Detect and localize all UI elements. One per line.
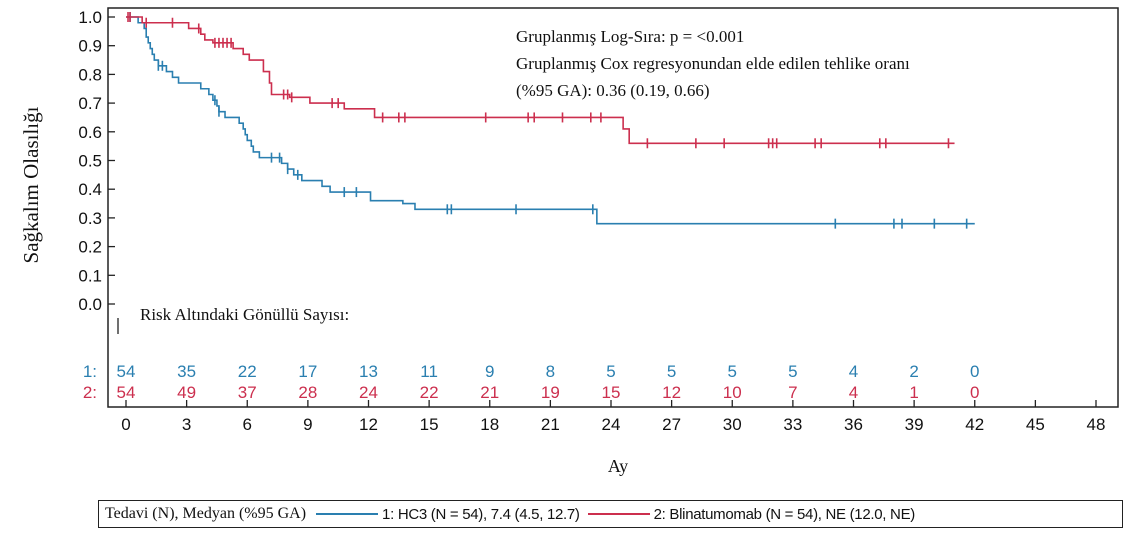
legend-swatch-hc3 [316, 513, 379, 515]
y-tick-label: 1.0 [78, 8, 102, 27]
risk-count: 24 [359, 383, 378, 402]
plot-frame-group [107, 7, 1119, 408]
risk-count: 5 [667, 362, 676, 381]
y-tick-label: 0.0 [78, 295, 102, 314]
legend-label-blinatumomab: 2: Blinatumomab (N = 54), NE (12.0, NE) [653, 505, 916, 523]
risk-count: 37 [238, 383, 257, 402]
x-tick-label: 48 [1087, 415, 1106, 434]
risk-count: 13 [359, 362, 378, 381]
plot-frame [107, 7, 1119, 408]
x-tick-label: 12 [359, 415, 378, 434]
x-axis-label: Ay [608, 456, 628, 476]
x-tick-label: 36 [844, 415, 863, 434]
risk-count: 35 [177, 362, 196, 381]
risk-count: 54 [117, 362, 136, 381]
annotation-line: Gruplanmış Cox regresyonundan elde edile… [516, 54, 910, 73]
y-tick-label: 0.5 [78, 152, 102, 171]
risk-count: 12 [662, 383, 681, 402]
risk-table-title: Risk Altındaki Gönüllü Sayısı: [140, 305, 349, 324]
risk-count: 11 [420, 362, 438, 381]
risk-count: 0 [970, 362, 979, 381]
x-tick-label: 33 [783, 415, 802, 434]
x-tick-label: 27 [662, 415, 681, 434]
annotation-line: Gruplanmış Log-Sıra: p = <0.001 [516, 27, 744, 46]
x-tick-label: 6 [243, 415, 252, 434]
risk-count: 8 [546, 362, 555, 381]
legend-item-blinatumomab: 2: Blinatumomab (N = 54), NE (12.0, NE) [587, 505, 916, 523]
y-tick-label: 0.6 [78, 123, 102, 142]
y-tick-label: 0.7 [78, 94, 102, 113]
risk-count: 5 [606, 362, 615, 381]
risk-count: 9 [485, 362, 494, 381]
x-tick-label: 0 [121, 415, 130, 434]
risk-count: 22 [420, 383, 439, 402]
y-tick-label: 0.3 [78, 209, 102, 228]
y-axis-label: Sağkalım Olasılığı [19, 106, 43, 263]
annotation-group: Gruplanmış Log-Sıra: p = <0.001 Gruplanmı… [516, 27, 910, 100]
risk-count: 10 [723, 383, 742, 402]
legend-swatch-blinatumomab [587, 513, 650, 515]
risk-table: Risk Altındaki Gönüllü Sayısı:1: 54 35 22 17… [83, 305, 980, 402]
y-tick-label: 0.4 [78, 180, 102, 199]
y-tick-label: 0.8 [78, 65, 102, 84]
x-tick-label: 15 [420, 415, 439, 434]
y-tick-label: 0.1 [78, 266, 102, 285]
risk-count: 2 [909, 362, 918, 381]
x-axis: 0 3 6 9 12 15 18 21 24 27 30 33 36 39 42 45 48 [121, 400, 1105, 434]
risk-count: 7 [788, 383, 797, 402]
x-tick-label: 42 [965, 415, 984, 434]
risk-count: 22 [238, 362, 257, 381]
x-tick-label: 3 [182, 415, 191, 434]
x-tick-label: 45 [1026, 415, 1045, 434]
y-tick-label: 0.2 [78, 238, 102, 257]
risk-count: 15 [602, 383, 621, 402]
legend-title: Tedavi (N), Medyan (%95 GA) [105, 505, 307, 522]
risk-count: 5 [788, 362, 797, 381]
y-tick-label: 0.9 [78, 37, 102, 56]
legend: Tedavi (N), Medyan (%95 GA) 1: HC3 (N = … [98, 500, 1123, 528]
risk-count: 19 [541, 383, 560, 402]
risk-count: 4 [849, 383, 858, 402]
legend-label-hc3: 1: HC3 (N = 54), 7.4 (4.5, 12.7) [382, 505, 580, 523]
risk-count: 54 [117, 383, 136, 402]
legend-item-hc3: 1: HC3 (N = 54), 7.4 (4.5, 12.7) [316, 506, 580, 523]
risk-count: 1 [909, 383, 918, 402]
risk-count: 17 [298, 362, 317, 381]
risk-count: 4 [849, 362, 858, 381]
risk-row-label: 2: [83, 383, 97, 402]
risk-count: 5 [728, 362, 737, 381]
risk-count: 28 [298, 383, 317, 402]
x-tick-label: 24 [602, 415, 621, 434]
risk-row-label: 1: [83, 362, 97, 381]
annotation-line: (%95 GA): 0.36 (0.19, 0.66) [516, 81, 710, 100]
x-tick-label: 9 [303, 415, 312, 434]
risk-count: 49 [177, 383, 196, 402]
x-tick-label: 30 [723, 415, 742, 434]
y-axis: 0.0 0.1 0.2 0.3 0.4 0.5 0.6 0.7 0.8 0.9 1.0 [78, 8, 115, 314]
series-group [126, 12, 975, 229]
x-tick-label: 18 [480, 415, 499, 434]
series-line-2 [126, 16, 955, 145]
x-tick-label: 21 [541, 415, 560, 434]
x-tick-label: 39 [905, 415, 924, 434]
series-line-1 [126, 16, 975, 225]
risk-count: 0 [970, 383, 979, 402]
risk-count: 21 [480, 383, 499, 402]
